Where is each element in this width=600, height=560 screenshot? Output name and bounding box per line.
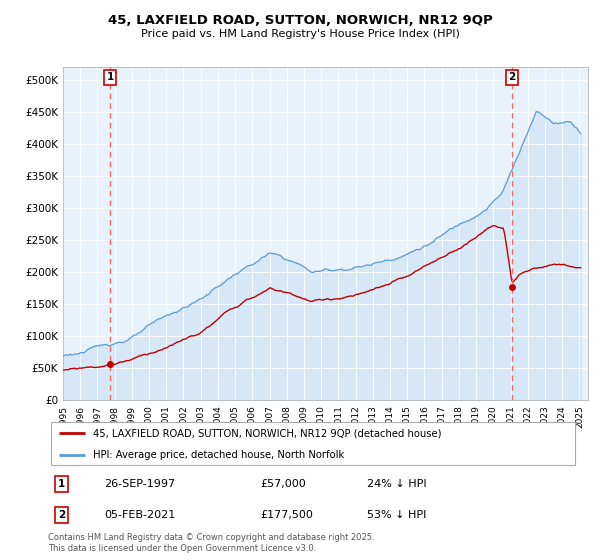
Text: 1: 1 xyxy=(106,72,113,82)
FancyBboxPatch shape xyxy=(50,422,575,465)
Text: HPI: Average price, detached house, North Norfolk: HPI: Average price, detached house, Nort… xyxy=(93,450,344,460)
Text: 24% ↓ HPI: 24% ↓ HPI xyxy=(367,479,426,489)
Text: 53% ↓ HPI: 53% ↓ HPI xyxy=(367,510,426,520)
Text: Price paid vs. HM Land Registry's House Price Index (HPI): Price paid vs. HM Land Registry's House … xyxy=(140,29,460,39)
Text: 05-FEB-2021: 05-FEB-2021 xyxy=(104,510,175,520)
Text: 2: 2 xyxy=(508,72,516,82)
Text: 2: 2 xyxy=(58,510,65,520)
Text: 26-SEP-1997: 26-SEP-1997 xyxy=(104,479,175,489)
Text: 45, LAXFIELD ROAD, SUTTON, NORWICH, NR12 9QP (detached house): 45, LAXFIELD ROAD, SUTTON, NORWICH, NR12… xyxy=(93,428,442,438)
Text: £177,500: £177,500 xyxy=(260,510,313,520)
Text: £57,000: £57,000 xyxy=(260,479,306,489)
Text: 45, LAXFIELD ROAD, SUTTON, NORWICH, NR12 9QP: 45, LAXFIELD ROAD, SUTTON, NORWICH, NR12… xyxy=(107,14,493,27)
Text: 1: 1 xyxy=(58,479,65,489)
Text: Contains HM Land Registry data © Crown copyright and database right 2025.
This d: Contains HM Land Registry data © Crown c… xyxy=(48,533,374,553)
